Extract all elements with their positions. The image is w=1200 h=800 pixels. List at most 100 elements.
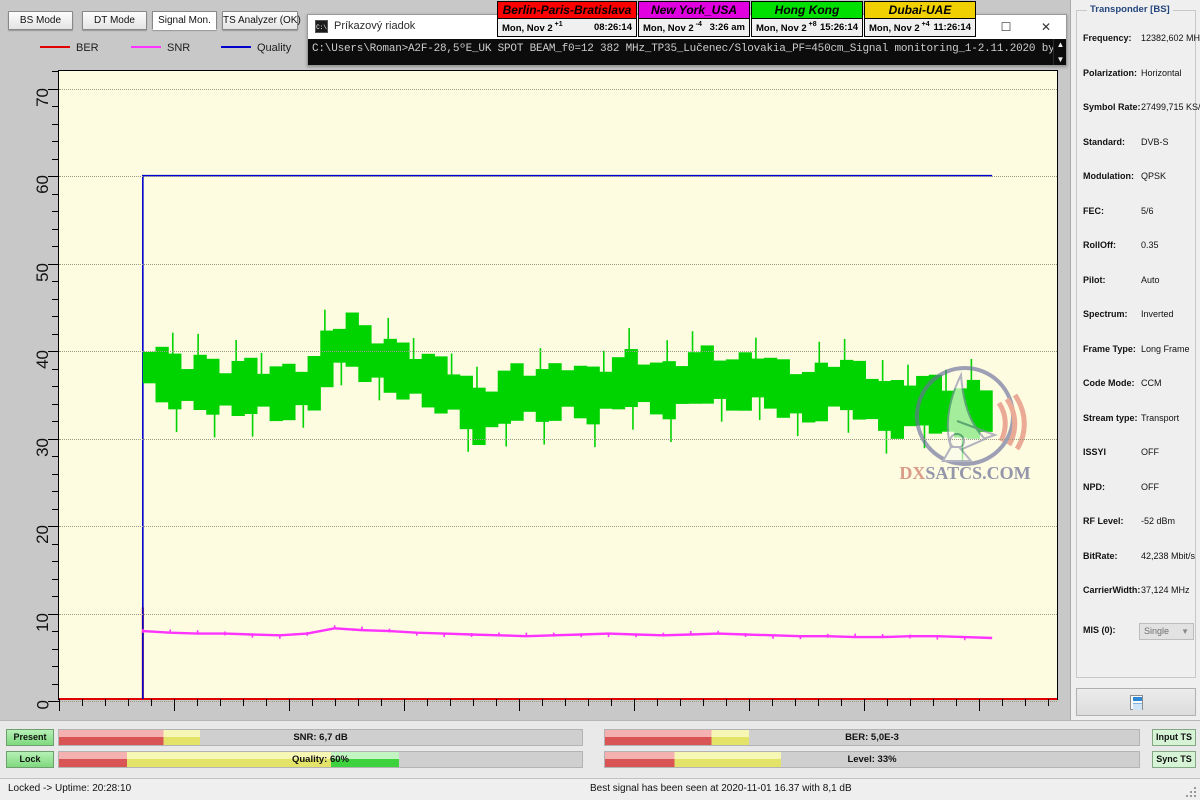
legend-label-ber: BER	[76, 42, 99, 54]
y-tick	[48, 701, 59, 702]
y-tick	[52, 508, 59, 510]
save-button[interactable]	[1076, 688, 1196, 716]
scroll-down-arrow[interactable]: ▼	[1056, 55, 1065, 64]
resize-grip[interactable]	[1185, 786, 1197, 798]
console-scrollbar[interactable]: ▲ ▼	[1053, 39, 1066, 65]
level-meter-label: Level: 33%	[847, 754, 897, 765]
x-tick	[312, 699, 313, 706]
y-tick	[52, 491, 59, 492]
trace-level-bar	[256, 373, 271, 407]
field-frequency: Frequency: 12382,602 MHz	[1083, 33, 1200, 49]
y-tick	[52, 543, 59, 545]
y-tick	[52, 596, 59, 597]
input-ts-button[interactable]: Input TS	[1152, 729, 1196, 746]
present-indicator[interactable]: Present	[6, 729, 54, 746]
trace-level-bar	[206, 358, 220, 415]
trace-level-spike	[260, 352, 263, 391]
tab-ts-analyzer[interactable]: TS Analyzer (OK)	[222, 11, 301, 30]
close-button[interactable]: ✕	[1040, 20, 1052, 34]
y-tick	[52, 158, 59, 160]
trace-level-bar	[611, 357, 626, 410]
y-tick	[52, 71, 59, 72]
clock-0: Berlin-Paris-Bratislava Mon, Nov 2 +1 08:26…	[497, 1, 637, 37]
trace-level-bar	[700, 345, 714, 404]
command-prompt-window[interactable]: C:\ Príkazový riadok ─ ☐ ✕ C:\Users\Roma…	[307, 14, 1067, 66]
trace-level-bar	[282, 363, 296, 421]
tab-dt-mode[interactable]: DT Mode	[82, 11, 147, 30]
y-tick	[52, 298, 59, 300]
trace-level-bar	[193, 354, 207, 411]
y-axis-label: 50	[33, 262, 52, 282]
y-tick	[52, 683, 59, 685]
x-tick	[289, 699, 290, 711]
trace-level-bar	[383, 338, 397, 393]
x-tick	[634, 699, 635, 711]
tab-bs-mode[interactable]: BS Mode	[8, 11, 73, 30]
field-pilot: Pilot: Auto	[1083, 275, 1195, 291]
field-label: Spectrum:	[1083, 309, 1128, 319]
trace-level-spike	[378, 360, 381, 401]
field-value: 12382,602 MHz	[1141, 33, 1200, 43]
trace-level-bar	[573, 365, 588, 419]
x-tick	[519, 699, 520, 711]
legend-swatch-quality	[221, 46, 251, 48]
maximize-button[interactable]: ☐	[1000, 20, 1012, 34]
trace-level-spike	[467, 402, 469, 452]
sync-ts-button[interactable]: Sync TS	[1152, 751, 1196, 768]
quality-meter-label: Quality: 60%	[291, 754, 350, 765]
trace-level-bar	[497, 370, 511, 424]
y-tick	[48, 176, 59, 177]
legend-item-ber: BER	[40, 42, 99, 54]
tab-signal-mon[interactable]: Signal Mon.	[152, 11, 217, 30]
clock-city-1: New York_USA	[639, 2, 749, 19]
field-label: Symbol Rate:	[1083, 102, 1141, 112]
y-tick	[52, 386, 59, 387]
field-value: 42,238 Mbit/s	[1141, 550, 1196, 561]
trace-level-spike	[302, 388, 305, 428]
trace-level-bar	[370, 343, 385, 378]
field-spectrum: Spectrum: Inverted	[1083, 309, 1195, 325]
x-tick	[818, 699, 819, 706]
legend-item-quality: Quality	[221, 42, 291, 54]
trace-level-bar	[548, 363, 562, 421]
lock-indicator[interactable]: Lock	[6, 751, 54, 768]
clock-2: Hong Kong Mon, Nov 2 +8 15:26:14	[751, 1, 863, 37]
trace-level-bar	[979, 390, 993, 432]
field-label: Modulation:	[1083, 171, 1134, 181]
trace-level-spike	[539, 348, 542, 396]
trace-level-bar	[865, 378, 879, 420]
y-tick	[48, 438, 59, 440]
x-tick	[887, 699, 888, 706]
chart-plot-area[interactable]: DXSATCS.COM 0 10 20 30 40 50 60 70	[33, 70, 1058, 711]
x-tick	[749, 699, 750, 711]
field-value: OFF	[1141, 447, 1159, 457]
y-tick	[52, 421, 59, 422]
ber-meter-label: BER: 5,0E-3	[845, 732, 899, 743]
trace-level-spike	[603, 350, 605, 391]
mis-select-value: Single	[1144, 626, 1170, 636]
trace-level-bar	[852, 360, 866, 420]
field-frametype: Frame Type: Long Frame	[1083, 344, 1195, 360]
chart-traces	[59, 174, 1057, 700]
field-label: Frequency:	[1083, 33, 1132, 43]
x-tick	[657, 699, 658, 706]
trace-level-bar	[485, 391, 499, 428]
x-tick	[680, 699, 681, 706]
console-icon: C:\	[315, 20, 328, 33]
y-axis-label: 30	[33, 437, 52, 457]
x-tick	[542, 699, 543, 706]
trace-level-bar	[763, 357, 778, 409]
clock-1: New York_USA Mon, Nov 2 -4 3:26 am	[638, 1, 750, 37]
trace-level-spike	[885, 405, 888, 454]
scroll-up-arrow[interactable]: ▲	[1056, 40, 1065, 49]
y-tick	[52, 631, 59, 632]
y-tick	[52, 281, 59, 282]
y-tick	[48, 88, 59, 90]
trace-level-bar	[840, 359, 854, 411]
trace-level-bar	[459, 375, 473, 430]
y-tick	[52, 578, 59, 580]
trace-level-bar	[142, 351, 157, 384]
field-streamtype: Stream type: Transport	[1083, 413, 1195, 429]
mis-select[interactable]: Single ▼	[1139, 623, 1194, 640]
field-value: OFF	[1141, 481, 1159, 492]
